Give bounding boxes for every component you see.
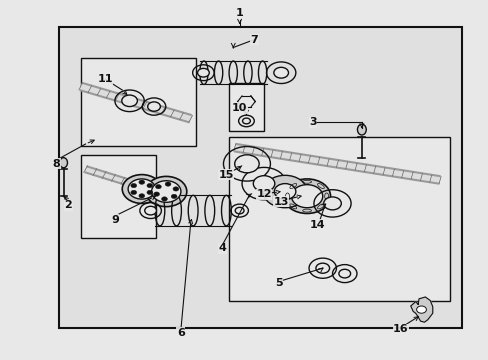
Circle shape: [416, 306, 426, 313]
Bar: [81, 155, 156, 238]
Text: 10: 10: [231, 103, 247, 113]
Bar: [81, 58, 195, 146]
Polygon shape: [410, 297, 432, 322]
Circle shape: [283, 179, 330, 213]
Circle shape: [171, 194, 177, 198]
Circle shape: [131, 184, 137, 188]
Text: 2: 2: [64, 200, 72, 210]
Text: 6: 6: [177, 328, 184, 338]
Text: 7: 7: [250, 35, 258, 45]
Text: 4: 4: [218, 243, 226, 253]
Text: 15: 15: [218, 170, 233, 180]
Bar: [59, 27, 461, 328]
Circle shape: [147, 102, 160, 111]
Circle shape: [151, 181, 181, 202]
Circle shape: [146, 184, 152, 188]
Text: 5: 5: [274, 278, 282, 288]
Circle shape: [165, 182, 171, 186]
Circle shape: [234, 155, 259, 173]
Text: 8: 8: [52, 159, 60, 169]
Text: 14: 14: [309, 220, 325, 230]
Circle shape: [145, 176, 186, 207]
Circle shape: [197, 68, 209, 77]
Circle shape: [273, 67, 288, 78]
Text: 1: 1: [235, 8, 243, 18]
Circle shape: [315, 263, 329, 273]
Circle shape: [155, 185, 161, 189]
Circle shape: [274, 184, 295, 199]
Circle shape: [153, 192, 159, 196]
Circle shape: [122, 95, 137, 107]
Circle shape: [253, 176, 274, 192]
Bar: [228, 137, 449, 301]
Circle shape: [139, 194, 144, 198]
Text: 13: 13: [273, 197, 288, 207]
Text: 9: 9: [111, 215, 119, 225]
Circle shape: [139, 180, 144, 184]
Circle shape: [122, 175, 161, 203]
Circle shape: [242, 118, 250, 124]
Text: 3: 3: [308, 117, 316, 127]
Circle shape: [161, 197, 167, 201]
Circle shape: [291, 185, 322, 208]
Circle shape: [235, 207, 244, 214]
Text: 16: 16: [392, 324, 408, 334]
Text: 12: 12: [256, 189, 271, 199]
Circle shape: [131, 190, 137, 195]
Circle shape: [144, 206, 156, 215]
Bar: [228, 83, 264, 131]
Ellipse shape: [357, 124, 366, 135]
Circle shape: [128, 179, 155, 199]
Text: 11: 11: [97, 74, 113, 84]
Circle shape: [263, 175, 306, 208]
Circle shape: [146, 190, 152, 195]
Circle shape: [323, 197, 341, 210]
Ellipse shape: [60, 158, 67, 168]
Circle shape: [338, 269, 350, 278]
Circle shape: [173, 187, 179, 191]
